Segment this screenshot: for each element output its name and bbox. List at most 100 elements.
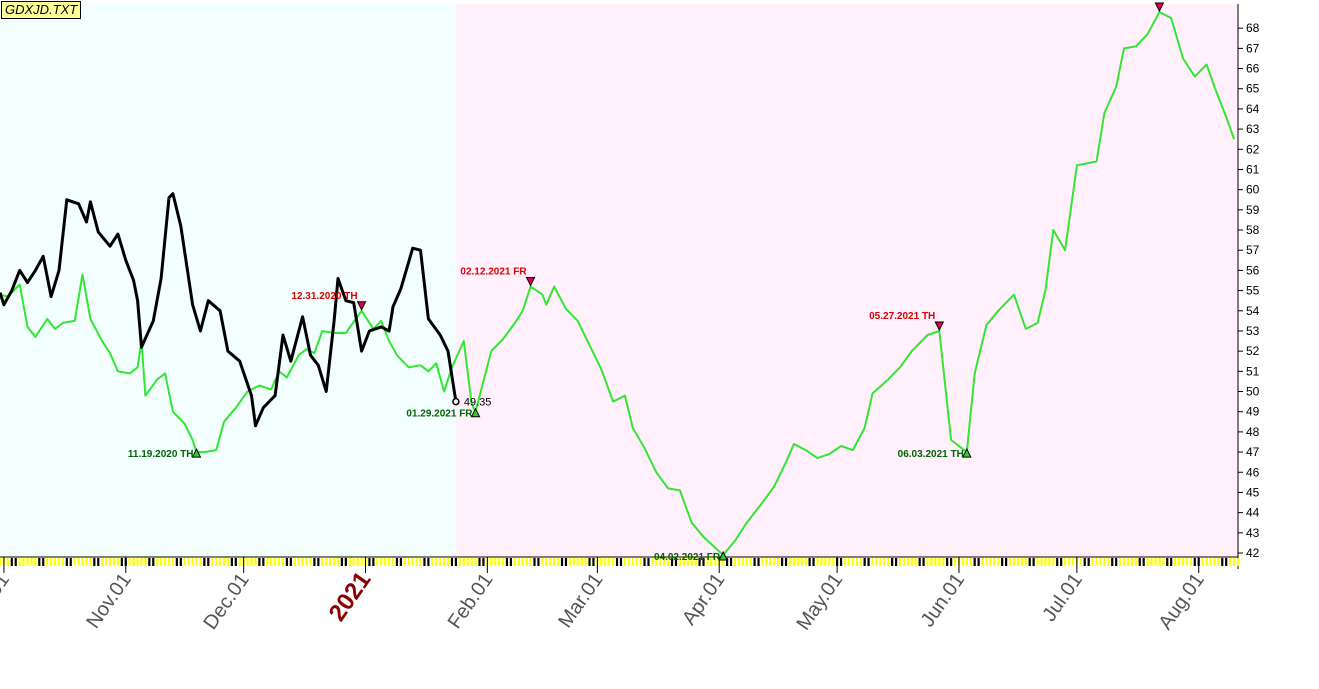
x-day-tick xyxy=(509,558,513,566)
x-day-tick xyxy=(423,558,426,566)
y-tick-label: 51 xyxy=(1246,364,1260,378)
x-day-tick xyxy=(733,558,737,566)
past-background xyxy=(0,4,456,557)
x-day-tick xyxy=(765,558,768,566)
x-day-tick xyxy=(1118,558,1122,566)
x-day-tick xyxy=(274,558,277,566)
x-day-tick xyxy=(116,558,120,566)
x-day-tick xyxy=(1166,558,1169,566)
x-day-tick xyxy=(1221,558,1224,566)
x-day-tick xyxy=(152,558,155,566)
x-day-tick xyxy=(85,558,88,566)
x-day-tick xyxy=(828,558,831,566)
y-tick-label: 60 xyxy=(1246,183,1260,197)
x-day-tick xyxy=(49,558,53,566)
x-day-tick xyxy=(1087,558,1090,566)
x-day-tick xyxy=(42,558,45,566)
x-day-tick xyxy=(832,558,835,566)
x-day-tick xyxy=(1213,558,1216,566)
x-day-tick xyxy=(1012,558,1016,566)
x-day-tick xyxy=(600,558,603,566)
x-day-tick xyxy=(749,558,752,566)
x-day-tick xyxy=(163,558,167,566)
x-day-tick xyxy=(30,558,33,566)
x-day-tick xyxy=(1146,558,1149,566)
x-day-tick xyxy=(1142,558,1145,566)
x-day-tick xyxy=(792,558,795,566)
x-day-tick xyxy=(541,558,544,566)
x-day-tick xyxy=(942,558,945,566)
x-day-tick xyxy=(1056,558,1059,566)
x-day-tick xyxy=(120,558,123,566)
x-day-tick xyxy=(529,558,532,566)
x-day-tick xyxy=(777,558,780,566)
x-day-tick xyxy=(588,558,591,566)
x-day-tick xyxy=(997,558,1000,566)
x-day-tick xyxy=(368,558,371,566)
x-day-tick xyxy=(914,558,917,566)
x-day-tick xyxy=(619,558,623,566)
x-day-tick xyxy=(615,558,619,566)
x-day-tick xyxy=(875,558,878,566)
x-day-tick xyxy=(325,558,328,566)
x-day-tick xyxy=(156,558,159,566)
y-tick-label: 47 xyxy=(1246,445,1260,459)
x-day-tick xyxy=(360,558,363,566)
low-marker xyxy=(718,550,728,561)
x-day-tick xyxy=(1185,558,1189,566)
y-tick-label: 54 xyxy=(1246,304,1260,318)
x-day-tick xyxy=(1170,558,1173,566)
x-day-tick xyxy=(879,558,882,566)
x-day-tick xyxy=(254,558,257,566)
x-day-tick xyxy=(906,558,909,566)
x-day-tick xyxy=(1217,558,1220,566)
x-day-tick xyxy=(262,558,265,566)
x-day-tick xyxy=(714,558,717,566)
x-day-tick xyxy=(1083,558,1086,566)
x-day-tick xyxy=(439,558,442,566)
x-day-tick xyxy=(376,558,379,566)
x-day-tick xyxy=(729,558,733,566)
x-day-tick xyxy=(576,558,579,566)
x-day-tick xyxy=(1095,558,1098,566)
x-day-tick xyxy=(215,558,218,566)
x-day-tick xyxy=(568,558,571,566)
x-day-tick xyxy=(38,558,41,566)
x-day-tick xyxy=(839,558,843,566)
x-day-tick xyxy=(195,558,198,566)
x-day-tick xyxy=(234,558,237,566)
x-day-tick xyxy=(560,558,564,566)
x-day-tick xyxy=(101,558,104,566)
x-day-tick xyxy=(741,558,744,566)
low-annotation-label: 01.29.2021 FR xyxy=(406,409,473,420)
x-day-tick xyxy=(930,558,933,566)
x-day-tick xyxy=(285,558,289,566)
x-day-tick xyxy=(443,558,446,566)
high-marker xyxy=(934,321,945,332)
x-day-tick xyxy=(851,558,854,566)
x-day-tick xyxy=(1044,558,1047,566)
x-day-tick xyxy=(891,558,894,566)
x-tick-label: 2021 xyxy=(324,567,377,626)
x-day-tick xyxy=(230,558,233,566)
x-day-tick xyxy=(301,558,304,566)
annotation-layer: 11.19.2020 TH 12.31.2020 TH 01.29.2021 FR 0… xyxy=(128,0,1165,563)
x-day-tick xyxy=(10,558,13,566)
x-day-tick xyxy=(187,558,190,566)
x-day-tick xyxy=(1040,558,1043,566)
x-day-tick xyxy=(513,558,516,566)
y-tick-label: 63 xyxy=(1246,122,1260,136)
x-day-tick xyxy=(663,558,666,566)
x-day-tick xyxy=(344,558,347,566)
x-day-tick xyxy=(981,558,984,566)
high-annotation-label: 05.27.2021 TH xyxy=(869,311,935,322)
x-tick-label: Nov.01 xyxy=(82,569,136,632)
low-marker xyxy=(470,407,481,418)
x-day-tick xyxy=(1067,558,1071,566)
x-day-tick xyxy=(1177,558,1181,566)
x-tick-label: Jul.01 xyxy=(1038,569,1087,625)
x-day-tick xyxy=(545,558,548,566)
x-tick-label: Apr.01 xyxy=(678,569,729,629)
x-day-tick xyxy=(745,558,748,566)
x-day-tick xyxy=(1036,558,1039,566)
